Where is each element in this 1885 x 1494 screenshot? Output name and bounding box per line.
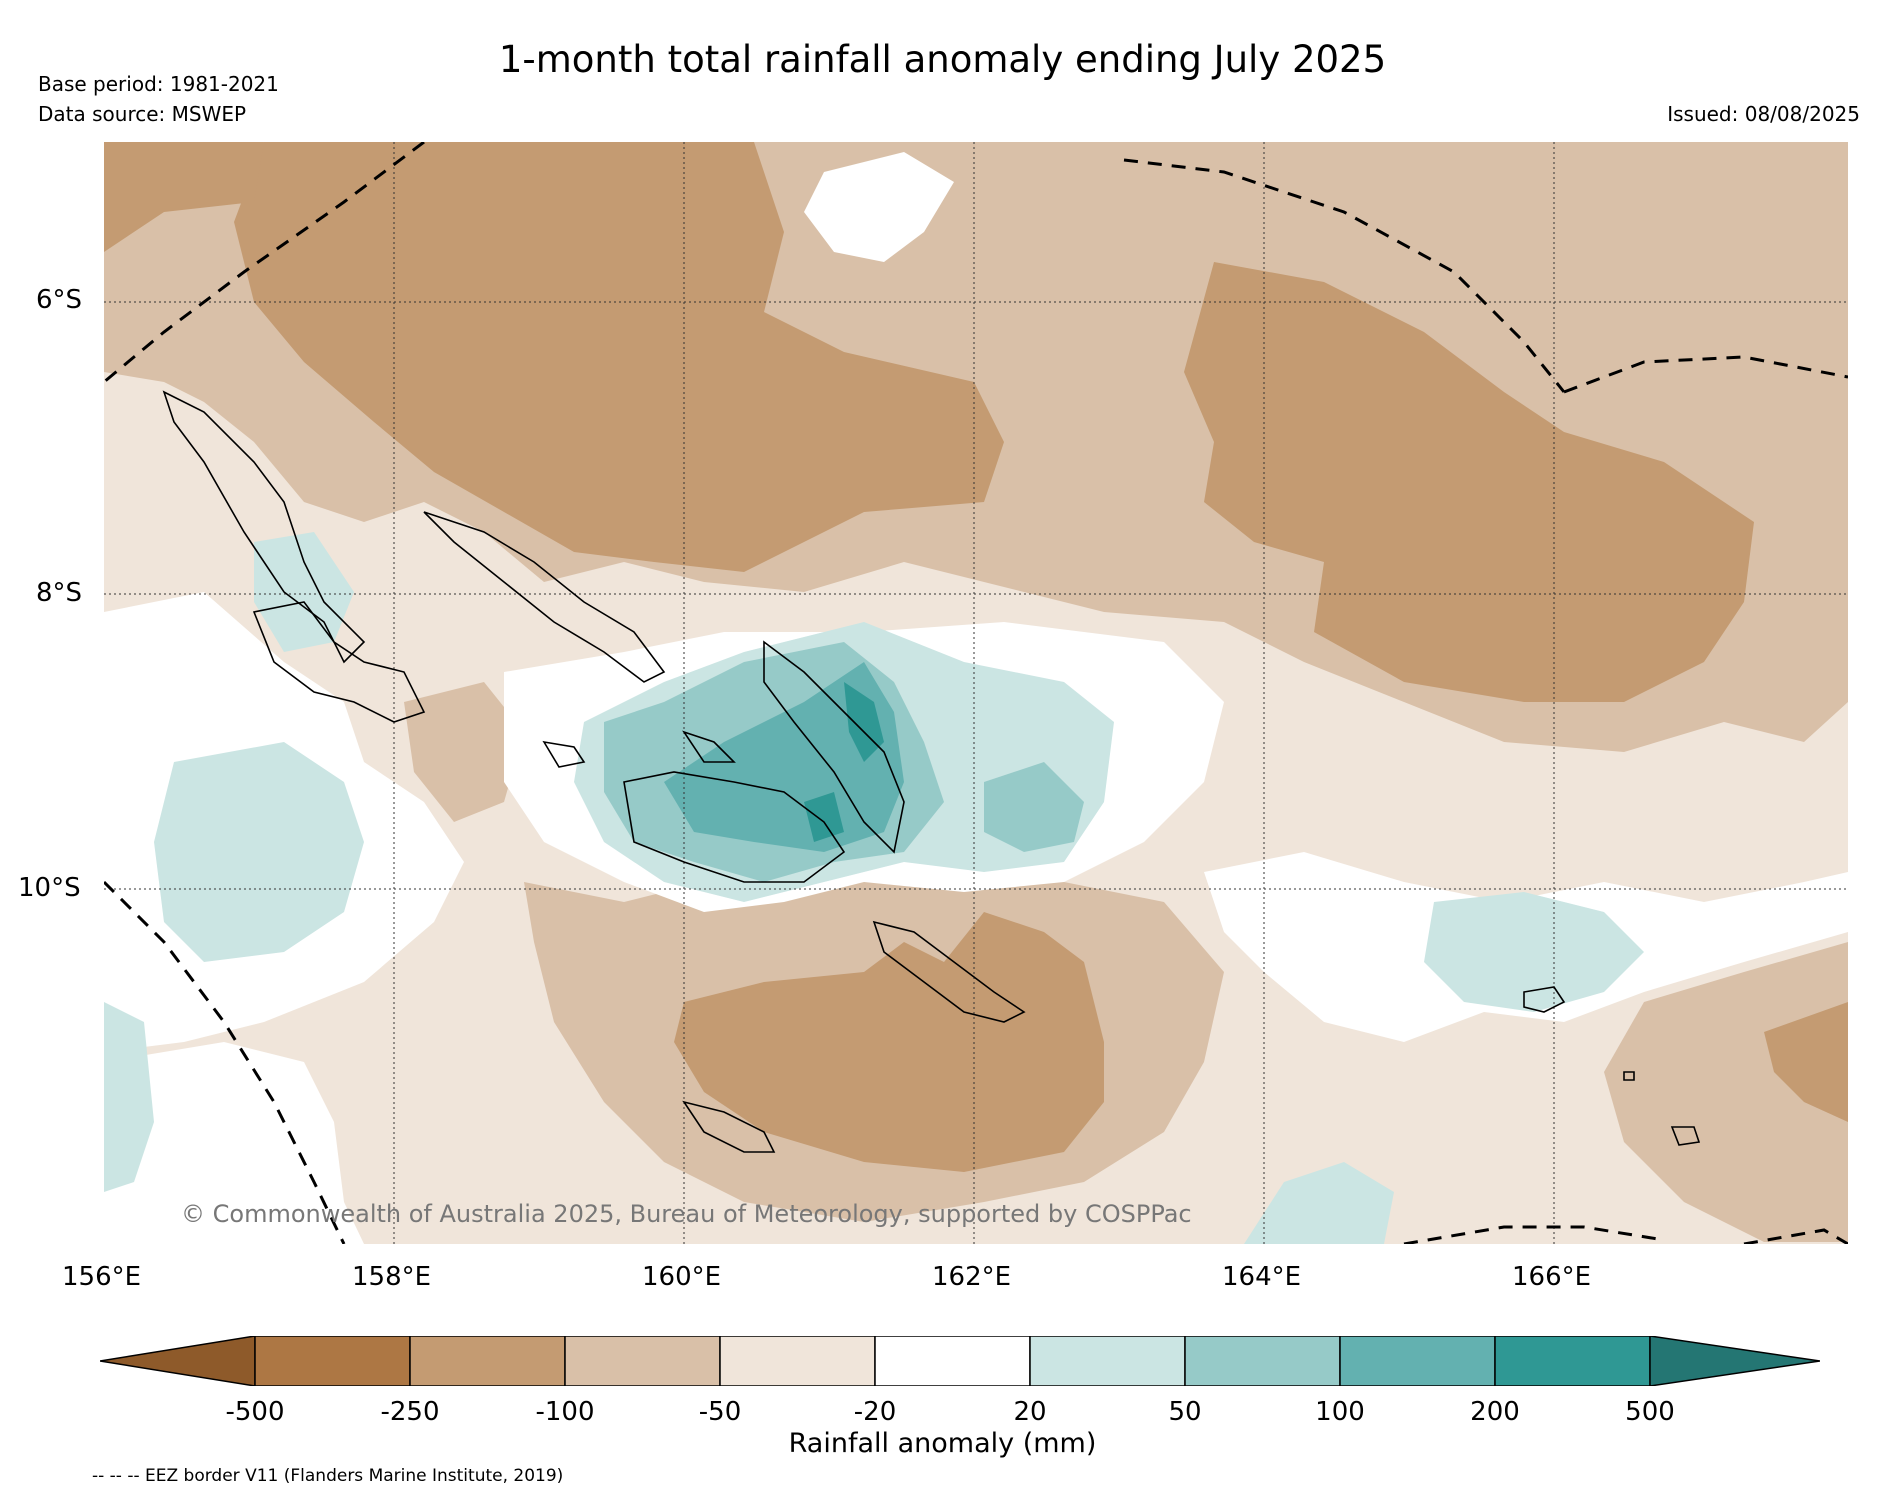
anomaly-region-wet-light-northwest (254, 532, 354, 652)
rainfall-anomaly-map (104, 142, 1848, 1244)
anomaly-region-wet-very-heavy-south (804, 792, 844, 842)
coastline-rennell (682, 1100, 776, 1153)
colorbar-tick: -500 (225, 1397, 285, 1427)
issued-date: Issued: 08/08/2025 (1667, 102, 1860, 126)
anomaly-region-dry-west (404, 682, 524, 822)
copyright-notice: © Commonwealth of Australia 2025, Bureau… (181, 1200, 1192, 1228)
lon-label-156e: 156°E (62, 1262, 142, 1292)
anomaly-region-wet-light-south (1244, 1162, 1394, 1244)
lon-label-158e: 158°E (352, 1262, 432, 1292)
base-period: Base period: 1981-2021 (38, 72, 279, 96)
anomaly-region-very-dry-east (1184, 262, 1754, 702)
lon-label-160e: 160°E (642, 1262, 722, 1292)
anomaly-region-very-dry-far-southeast (1764, 1002, 1848, 1122)
anomaly-region-neutral-southwest (104, 1042, 364, 1244)
colorbar-swatch (564, 1336, 721, 1386)
coastline-makira (872, 920, 1026, 1023)
map-title: 1-month total rainfall anomaly ending Ju… (498, 38, 1387, 81)
colorbar-swatch (719, 1336, 876, 1386)
colorbar-tick: 100 (1315, 1397, 1365, 1427)
coastline-santa-isabel (763, 640, 905, 854)
colorbar-tick: 20 (1013, 1397, 1047, 1427)
colorbar-tick: -100 (535, 1397, 595, 1427)
coastline-nendo (1523, 986, 1566, 1013)
anomaly-region-very-dry-north (234, 142, 1004, 572)
colorbar-tick: -250 (380, 1397, 440, 1427)
colorbar-swatch (1339, 1336, 1496, 1386)
colorbar-tick: 200 (1470, 1397, 1520, 1427)
eez-border-south (1403, 1225, 1665, 1244)
anomaly-region-very-dry-northwest (104, 142, 264, 252)
colorbar-tick: 500 (1625, 1397, 1675, 1427)
colorbar-swatch (874, 1336, 1031, 1386)
lat-label-6s: 6°S (36, 285, 83, 315)
data-source: Data source: MSWEP (38, 102, 247, 126)
eez-borders (104, 142, 1848, 1244)
anomaly-region-wet-light-southwest (104, 1002, 154, 1192)
anomaly-region-very-dry-south (674, 912, 1104, 1172)
anomaly-region-neutral-north (804, 152, 954, 262)
eez-border-southeast (1743, 1228, 1848, 1244)
coastline-vanikoro (1670, 1126, 1701, 1146)
coastline-tikopia (1623, 1071, 1635, 1081)
eez-note: -- -- -- EEZ border V11 (Flanders Marine… (92, 1466, 564, 1486)
coastline-bougainville (162, 390, 366, 664)
colorbar-swatch (1029, 1336, 1186, 1386)
coastlines (162, 390, 1701, 1153)
colorbar-swatch (1494, 1336, 1651, 1386)
eez-border-northeast (1123, 158, 1566, 393)
colorbar-tick: 50 (1168, 1397, 1202, 1427)
colorbar-extend-low (100, 1336, 256, 1386)
colorbar-extend-high (1649, 1336, 1820, 1386)
colorbar-label: Rainfall anomaly (mm) (788, 1428, 1097, 1459)
coastline-florida-islands (682, 730, 736, 763)
colorbar (100, 1336, 1820, 1386)
anomaly-region-wet-heavy (664, 662, 904, 852)
eez-border-northwest (104, 142, 425, 384)
coastline-choiseul (423, 511, 666, 683)
coastline-guadalcanal (623, 771, 846, 883)
colorbar-tick: -50 (698, 1397, 742, 1427)
coastline-new-georgia (252, 601, 426, 723)
graticule (104, 142, 1848, 1244)
lat-label-8s: 8°S (36, 578, 83, 608)
anomaly-region-wet-light-west (154, 742, 364, 962)
lon-label-166e: 166°E (1512, 1262, 1592, 1292)
colorbar-swatch (254, 1336, 411, 1386)
colorbar-swatch (1184, 1336, 1341, 1386)
lat-label-10s: 10°S (18, 873, 81, 903)
lon-label-162e: 162°E (932, 1262, 1012, 1292)
lon-label-164e: 164°E (1222, 1262, 1302, 1292)
anomaly-region-wet-moderate-east (984, 762, 1084, 852)
anomaly-region-wet-light-east (1424, 892, 1644, 1012)
anomaly-region-dry-southeast (1604, 942, 1848, 1242)
colorbar-tick: -20 (853, 1397, 897, 1427)
coastline-russell-islands (542, 740, 586, 768)
colorbar-swatch (409, 1336, 566, 1386)
